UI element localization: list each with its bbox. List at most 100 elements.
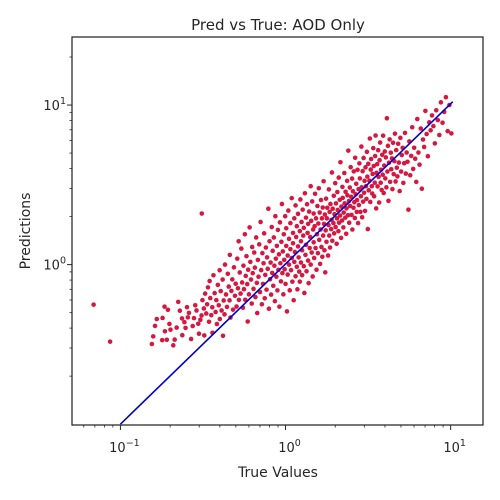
data-point [199, 211, 205, 216]
data-point [249, 244, 255, 250]
data-point [324, 205, 330, 211]
data-point [274, 274, 279, 279]
data-point [248, 259, 253, 265]
data-point [283, 281, 288, 287]
data-point [280, 270, 285, 276]
data-point [191, 315, 197, 321]
data-point [343, 231, 349, 237]
data-point [303, 252, 308, 258]
data-point [385, 143, 391, 149]
data-point [217, 268, 222, 273]
data-point [236, 297, 242, 303]
data-point [184, 304, 190, 310]
data-point [201, 306, 207, 311]
data-point [190, 323, 195, 329]
data-point [164, 337, 170, 343]
data-point [91, 302, 96, 307]
data-point [410, 166, 416, 172]
data-point [215, 282, 221, 288]
data-point [375, 147, 381, 153]
data-point [346, 220, 352, 226]
data-point [313, 216, 319, 221]
data-point [361, 190, 367, 196]
data-point [351, 169, 357, 174]
data-point [414, 116, 420, 122]
data-point [390, 140, 396, 146]
data-point [344, 178, 350, 184]
data-point [222, 262, 228, 267]
data-point [208, 312, 214, 318]
data-point [254, 280, 260, 286]
data-point [150, 334, 156, 339]
data-point [311, 255, 317, 261]
data-point [421, 144, 427, 150]
data-point [253, 235, 259, 240]
data-point [289, 195, 295, 201]
data-point [271, 235, 277, 240]
data-point [429, 113, 435, 118]
data-point [243, 273, 249, 279]
data-point [227, 252, 233, 258]
data-point [324, 239, 329, 245]
data-point [285, 253, 290, 258]
data-point [275, 227, 281, 233]
data-point [384, 116, 390, 121]
data-point [416, 150, 421, 155]
data-point [358, 209, 363, 215]
data-point [352, 155, 358, 161]
x-axis-ticks: 10−1 100 101 [83, 425, 466, 456]
data-point [206, 319, 212, 325]
data-point [395, 141, 401, 147]
data-point [290, 279, 295, 284]
data-point [232, 293, 238, 299]
data-point [306, 209, 312, 214]
data-point [227, 298, 232, 303]
data-point [316, 185, 322, 191]
data-point [251, 286, 256, 292]
chart-title: Pred vs True: AOD Only [191, 16, 365, 34]
y-tick-label: 100 [43, 256, 66, 274]
data-point [192, 302, 198, 308]
data-point [149, 341, 155, 347]
data-point [278, 279, 284, 284]
data-point [107, 339, 113, 344]
data-point [396, 160, 402, 165]
data-point [338, 159, 343, 165]
data-point [223, 292, 229, 297]
data-point [239, 246, 244, 251]
data-point [167, 321, 172, 327]
data-point [326, 233, 332, 238]
data-point [165, 307, 171, 313]
data-point [411, 145, 417, 151]
data-point [376, 200, 382, 205]
x-axis-label: True Values [237, 465, 318, 481]
data-point [312, 223, 317, 229]
data-point [340, 195, 346, 201]
data-point [177, 308, 183, 314]
data-point [394, 165, 400, 170]
data-point [288, 246, 293, 252]
data-point [188, 336, 194, 342]
data-point [280, 249, 286, 254]
data-point [305, 230, 310, 236]
data-point [252, 265, 258, 270]
data-point [269, 224, 275, 230]
data-point [221, 298, 226, 303]
data-point [408, 153, 414, 159]
data-point [298, 197, 303, 202]
data-point [340, 184, 345, 190]
data-point [349, 212, 354, 218]
data-point [319, 244, 324, 250]
data-point [419, 186, 425, 192]
data-point [357, 161, 362, 166]
data-point [322, 212, 328, 217]
data-point [313, 245, 318, 251]
data-point [293, 273, 298, 279]
data-point [180, 332, 185, 338]
data-point [201, 333, 207, 338]
data-point [231, 265, 237, 270]
data-point [264, 287, 269, 292]
data-point [266, 306, 272, 312]
data-point [230, 307, 236, 312]
